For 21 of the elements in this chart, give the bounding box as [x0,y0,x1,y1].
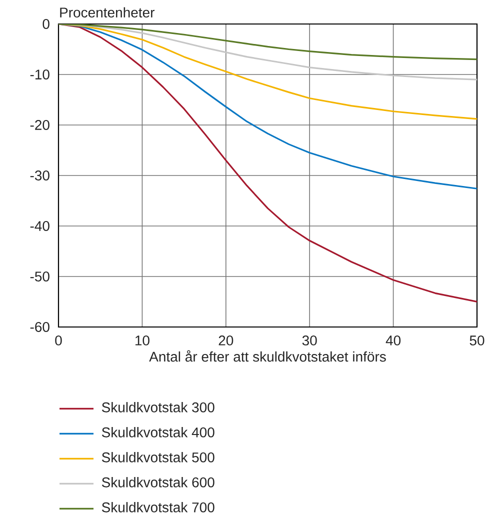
legend-label: Skuldkvotstak 700 [102,502,214,512]
x-tick-label: 50 [470,336,484,346]
legend-label: Skuldkvotstak 500 [102,452,214,462]
y-tick-label: -50 [30,272,50,282]
x-axis-title: Antal år efter att skuldkvotstaket införs [149,350,386,362]
y-tick-label: -40 [30,221,50,231]
x-tick-label: 40 [386,336,401,346]
x-tick-label: 20 [218,336,234,346]
legend-label: Skuldkvotstak 300 [102,402,214,412]
x-tick-label: 30 [302,336,317,346]
y-tick-label: -20 [30,120,50,130]
x-tick-label: 10 [135,336,150,346]
x-tick-label: 0 [55,336,62,346]
y-tick-label: 0 [42,19,50,29]
y-tick-label: -30 [30,170,50,180]
legend-label: Skuldkvotstak 600 [102,477,214,488]
y-tick-label: -60 [30,322,50,332]
line-series [58,24,478,303]
legend-label: Skuldkvotstak 400 [102,427,214,438]
y-axis-title: Procentenheter [60,7,155,18]
y-tick-label: -10 [30,70,50,80]
